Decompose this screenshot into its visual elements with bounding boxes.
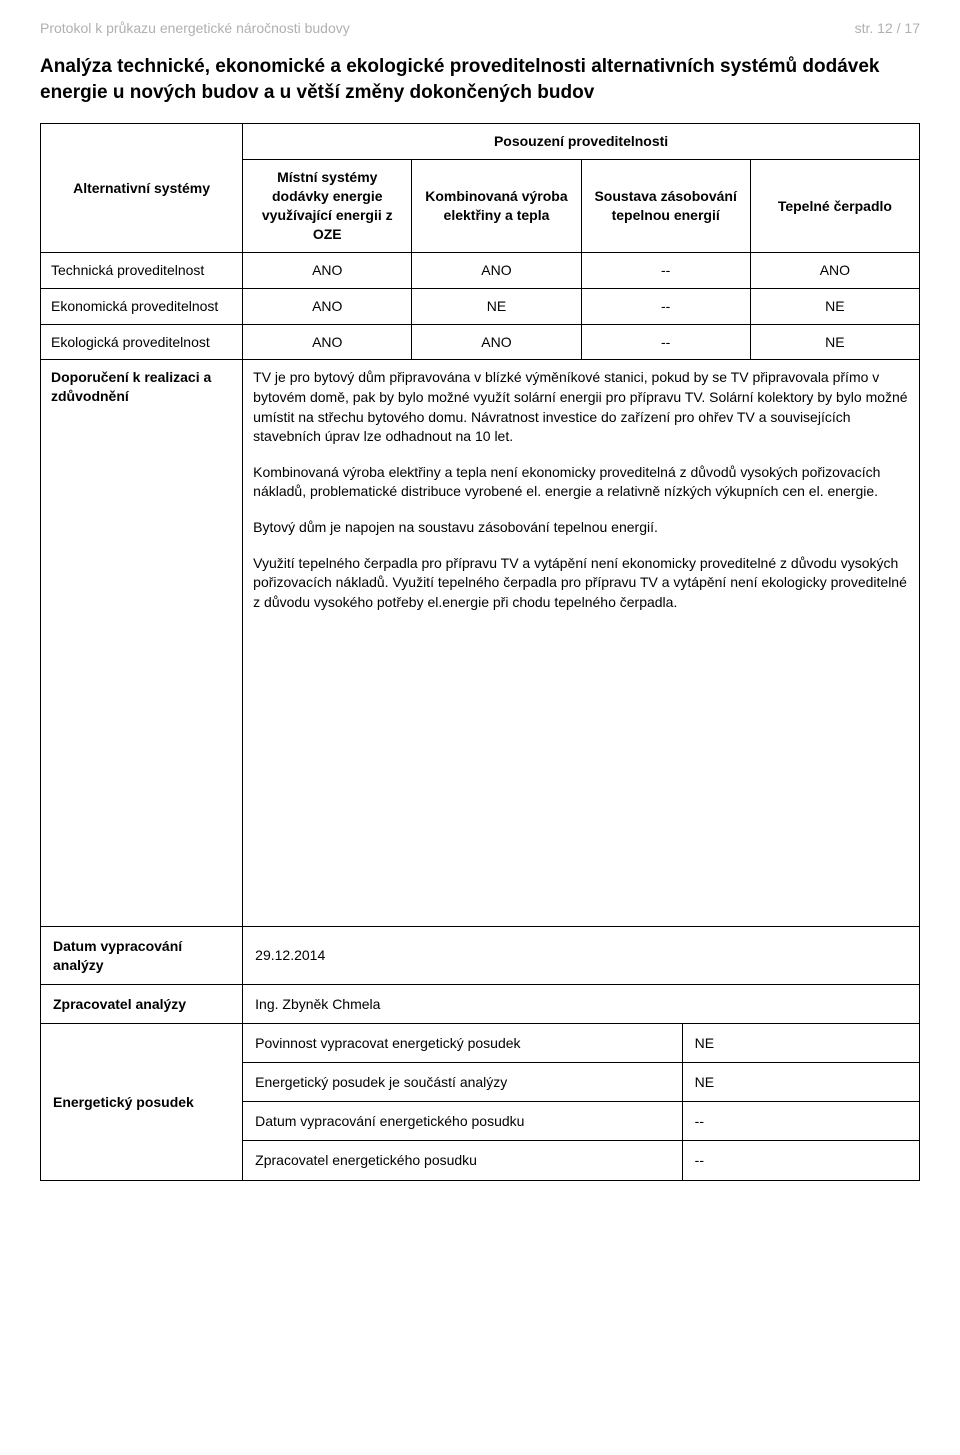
footer-value-1: Ing. Zbyněk Chmela: [243, 984, 920, 1023]
footer-row: Zpracovatel analýzy Ing. Zbyněk Chmela: [41, 984, 920, 1023]
col-header-2: Soustava zásobování tepelnou energií: [581, 160, 750, 253]
table-row: Ekonomická proveditelnost ANO NE -- NE: [41, 288, 920, 324]
table-row: Technická proveditelnost ANO ANO -- ANO: [41, 252, 920, 288]
table-row: Ekologická proveditelnost ANO ANO -- NE: [41, 324, 920, 360]
cell: ANO: [243, 288, 412, 324]
cell: --: [581, 252, 750, 288]
cell: ANO: [750, 252, 919, 288]
justify-paragraph: Bytový dům je napojen na soustavu zásobo…: [253, 518, 909, 538]
justify-paragraph: TV je pro bytový dům připravována v blíz…: [253, 368, 909, 446]
cell: --: [581, 324, 750, 360]
justify-paragraph: Využití tepelného čerpadla pro přípravu …: [253, 554, 909, 613]
spacer-cell: [41, 636, 243, 926]
footer-table: Datum vypracování analýzy 29.12.2014 Zpr…: [40, 926, 920, 1180]
posudek-sub-label: Zpracovatel energetického posudku: [243, 1141, 683, 1180]
table-header-row-1: Alternativní systémy Posouzení provedite…: [41, 124, 920, 160]
page-header: Protokol k průkazu energetické náročnost…: [40, 20, 920, 36]
footer-label-1: Zpracovatel analýzy: [41, 984, 243, 1023]
posudek-sub-label: Energetický posudek je součástí analýzy: [243, 1063, 683, 1102]
footer-row: Datum vypracování analýzy 29.12.2014: [41, 927, 920, 984]
cell: NE: [750, 324, 919, 360]
justify-label: Doporučení k realizaci a zdůvodnění: [41, 360, 243, 636]
section-title: Analýza technické, ekonomické a ekologic…: [40, 54, 920, 105]
col-header-3: Tepelné čerpadlo: [750, 160, 919, 253]
col-header-1: Kombinovaná výroba elektřiny a tepla: [412, 160, 581, 253]
header-right: str. 12 / 17: [855, 20, 920, 36]
posudek-sub-value: --: [682, 1102, 919, 1141]
col-header-0: Místní systémy dodávky energie využívají…: [243, 160, 412, 253]
spacer-row: [41, 636, 920, 926]
top-header: Posouzení proveditelnosti: [243, 124, 920, 160]
justify-row: Doporučení k realizaci a zdůvodnění TV j…: [41, 360, 920, 636]
cell: NE: [412, 288, 581, 324]
posudek-sub-label: Datum vypracování energetického posudku: [243, 1102, 683, 1141]
posudek-label: Energetický posudek: [41, 1023, 243, 1180]
row-label-1: Ekonomická proveditelnost: [41, 288, 243, 324]
header-left: Protokol k průkazu energetické náročnost…: [40, 20, 350, 36]
posudek-row: Energetický posudek Povinnost vypracovat…: [41, 1023, 920, 1062]
cell: ANO: [412, 324, 581, 360]
cell: NE: [750, 288, 919, 324]
cell: --: [581, 288, 750, 324]
justify-paragraph: Kombinovaná výroba elektřiny a tepla nen…: [253, 463, 909, 502]
posudek-sub-value: --: [682, 1141, 919, 1180]
footer-value-0: 29.12.2014: [243, 927, 920, 984]
cell: ANO: [243, 252, 412, 288]
row-header-label: Alternativní systémy: [41, 124, 243, 252]
row-label-0: Technická proveditelnost: [41, 252, 243, 288]
cell: ANO: [412, 252, 581, 288]
row-label-2: Ekologická proveditelnost: [41, 324, 243, 360]
posudek-sub-value: NE: [682, 1023, 919, 1062]
page: Protokol k průkazu energetické náročnost…: [0, 0, 960, 1221]
posudek-sub-value: NE: [682, 1063, 919, 1102]
footer-label-0: Datum vypracování analýzy: [41, 927, 243, 984]
spacer-cell: [243, 636, 920, 926]
posudek-sub-label: Povinnost vypracovat energetický posudek: [243, 1023, 683, 1062]
cell: ANO: [243, 324, 412, 360]
analysis-table: Alternativní systémy Posouzení provedite…: [40, 123, 920, 926]
justify-text: TV je pro bytový dům připravována v blíz…: [243, 360, 920, 636]
